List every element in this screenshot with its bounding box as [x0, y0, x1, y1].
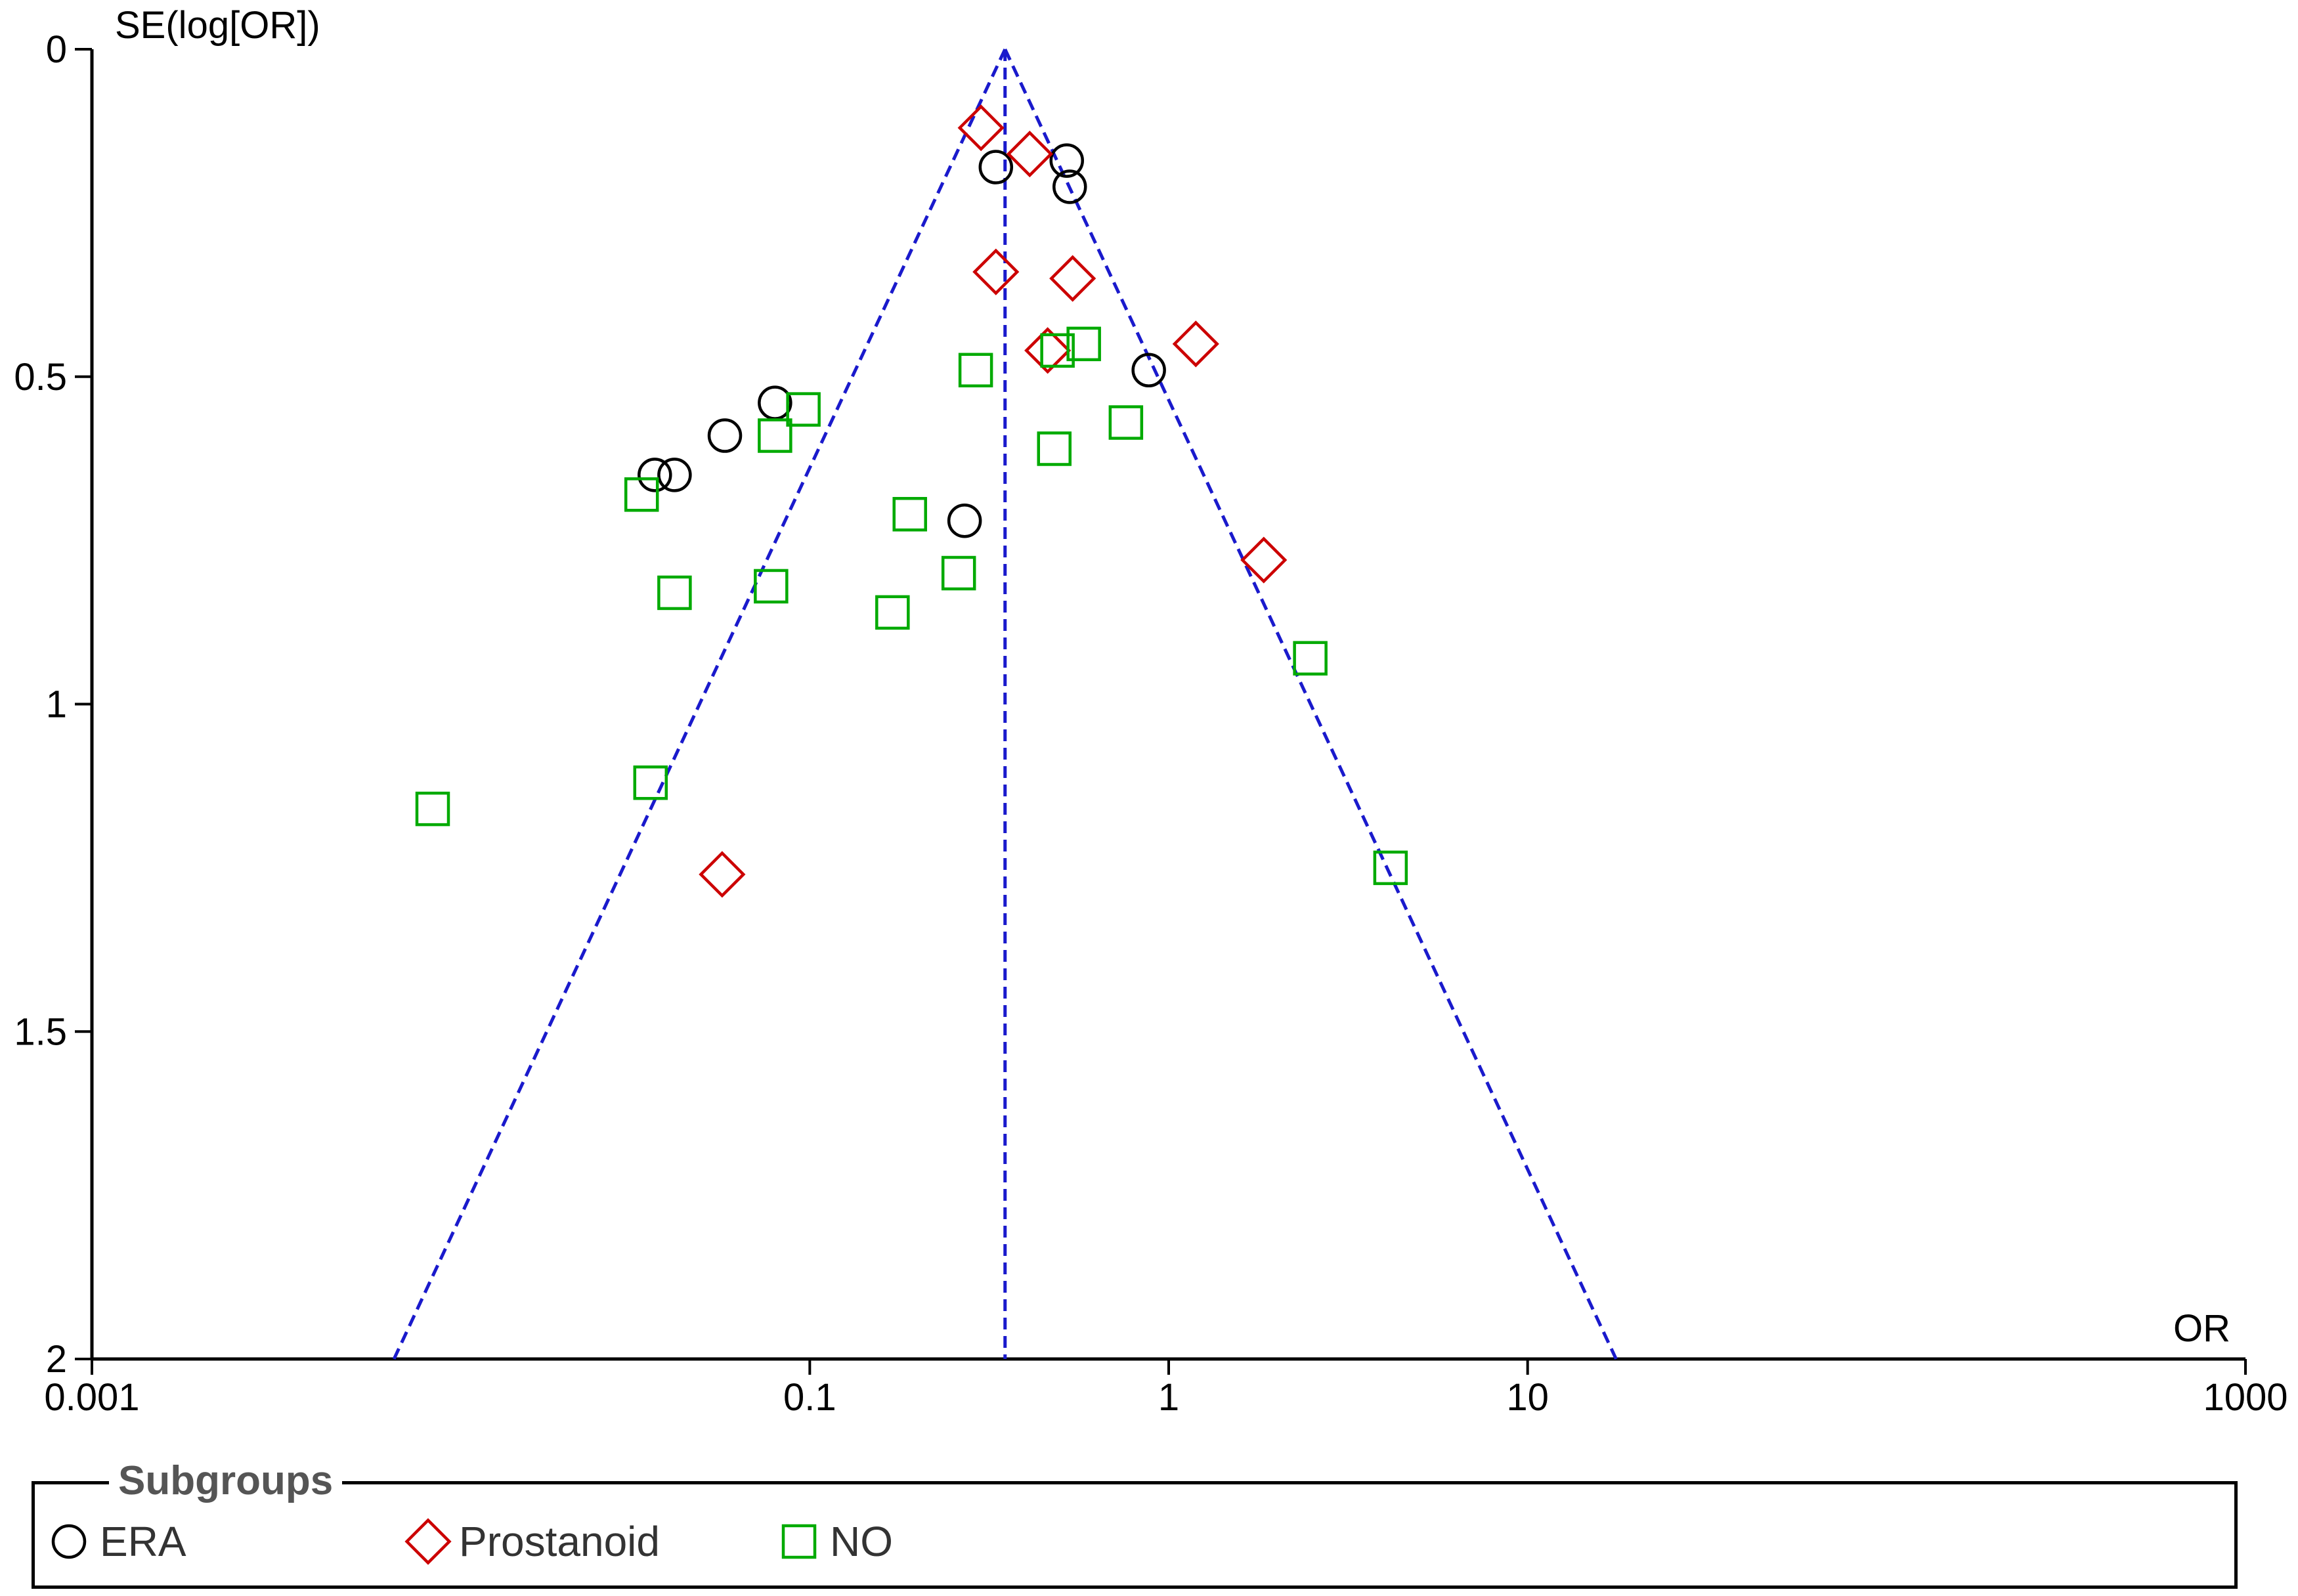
legend — [32, 1481, 2238, 1589]
point-era — [638, 458, 672, 492]
x-tick-label: 1000 — [2203, 1376, 2287, 1419]
point-prostanoid — [1024, 327, 1072, 374]
point-no — [1066, 326, 1101, 362]
point-prostanoid — [1172, 320, 1219, 368]
point-era — [707, 418, 743, 453]
x-axis-title: OR — [2173, 1307, 2230, 1350]
point-prostanoid — [699, 851, 746, 898]
point-no — [1040, 333, 1075, 368]
legend-marker-era — [51, 1524, 87, 1559]
y-tick-label: 1.5 — [14, 1010, 67, 1053]
point-no — [1293, 641, 1328, 676]
point-era — [657, 458, 692, 492]
x-tick-label: 10 — [1506, 1376, 1549, 1419]
legend-label: NO — [830, 1518, 893, 1565]
point-era — [1052, 169, 1087, 204]
point-no — [758, 418, 792, 453]
legend-item-no: NO — [775, 1512, 893, 1571]
y-tick-label: 0 — [46, 28, 67, 71]
point-era — [758, 385, 792, 420]
x-tick-label: 0.001 — [44, 1376, 139, 1419]
point-no — [1108, 405, 1144, 440]
legend-marker-no — [781, 1524, 817, 1559]
point-no — [1373, 850, 1408, 886]
y-tick-label: 0.5 — [14, 356, 67, 399]
point-era — [1049, 143, 1084, 178]
x-tick-label: 1 — [1158, 1376, 1179, 1419]
point-no — [1037, 431, 1072, 466]
point-no — [958, 353, 993, 388]
point-prostanoid — [957, 104, 1005, 152]
point-prostanoid — [972, 248, 1020, 295]
point-era — [947, 503, 982, 538]
legend-title: Subgroups — [109, 1458, 343, 1504]
axes: SE(log[OR]) OR — [90, 4, 2245, 1361]
funnel-left-limit — [392, 48, 1007, 1360]
point-no — [657, 575, 692, 611]
y-axis-title: SE(log[OR]) — [115, 4, 320, 47]
legend-marker-prostanoid — [404, 1518, 452, 1565]
funnel-lines — [392, 48, 1618, 1360]
y-tick-label: 2 — [46, 1338, 67, 1381]
point-era — [978, 150, 1014, 184]
diamond-icon — [404, 1518, 452, 1565]
ticks: 0 0.5 1 1.5 20.001 0.1 1 10 1000 — [14, 28, 2287, 1419]
legend-label: ERA — [100, 1518, 186, 1565]
point-no — [892, 496, 927, 532]
point-no — [415, 791, 450, 827]
y-tick-label: 1 — [46, 683, 67, 726]
data-points — [415, 104, 1408, 898]
point-era — [1131, 353, 1166, 388]
point-no — [941, 555, 976, 591]
legend-item-prostanoid: Prostanoid — [404, 1512, 660, 1571]
x-tick-label: 0.1 — [783, 1376, 836, 1419]
square-icon — [781, 1524, 817, 1559]
point-prostanoid — [1049, 255, 1096, 302]
point-no — [754, 569, 789, 604]
legend-item-era: ERA — [45, 1512, 186, 1571]
point-no — [786, 392, 821, 427]
funnel-right-limit — [1003, 48, 1618, 1360]
point-no — [633, 765, 668, 800]
point-no — [875, 595, 910, 630]
point-prostanoid — [1240, 536, 1288, 584]
circle-icon — [51, 1524, 87, 1559]
point-no — [624, 477, 659, 512]
legend-label: Prostanoid — [459, 1518, 660, 1565]
point-prostanoid — [1006, 131, 1053, 178]
